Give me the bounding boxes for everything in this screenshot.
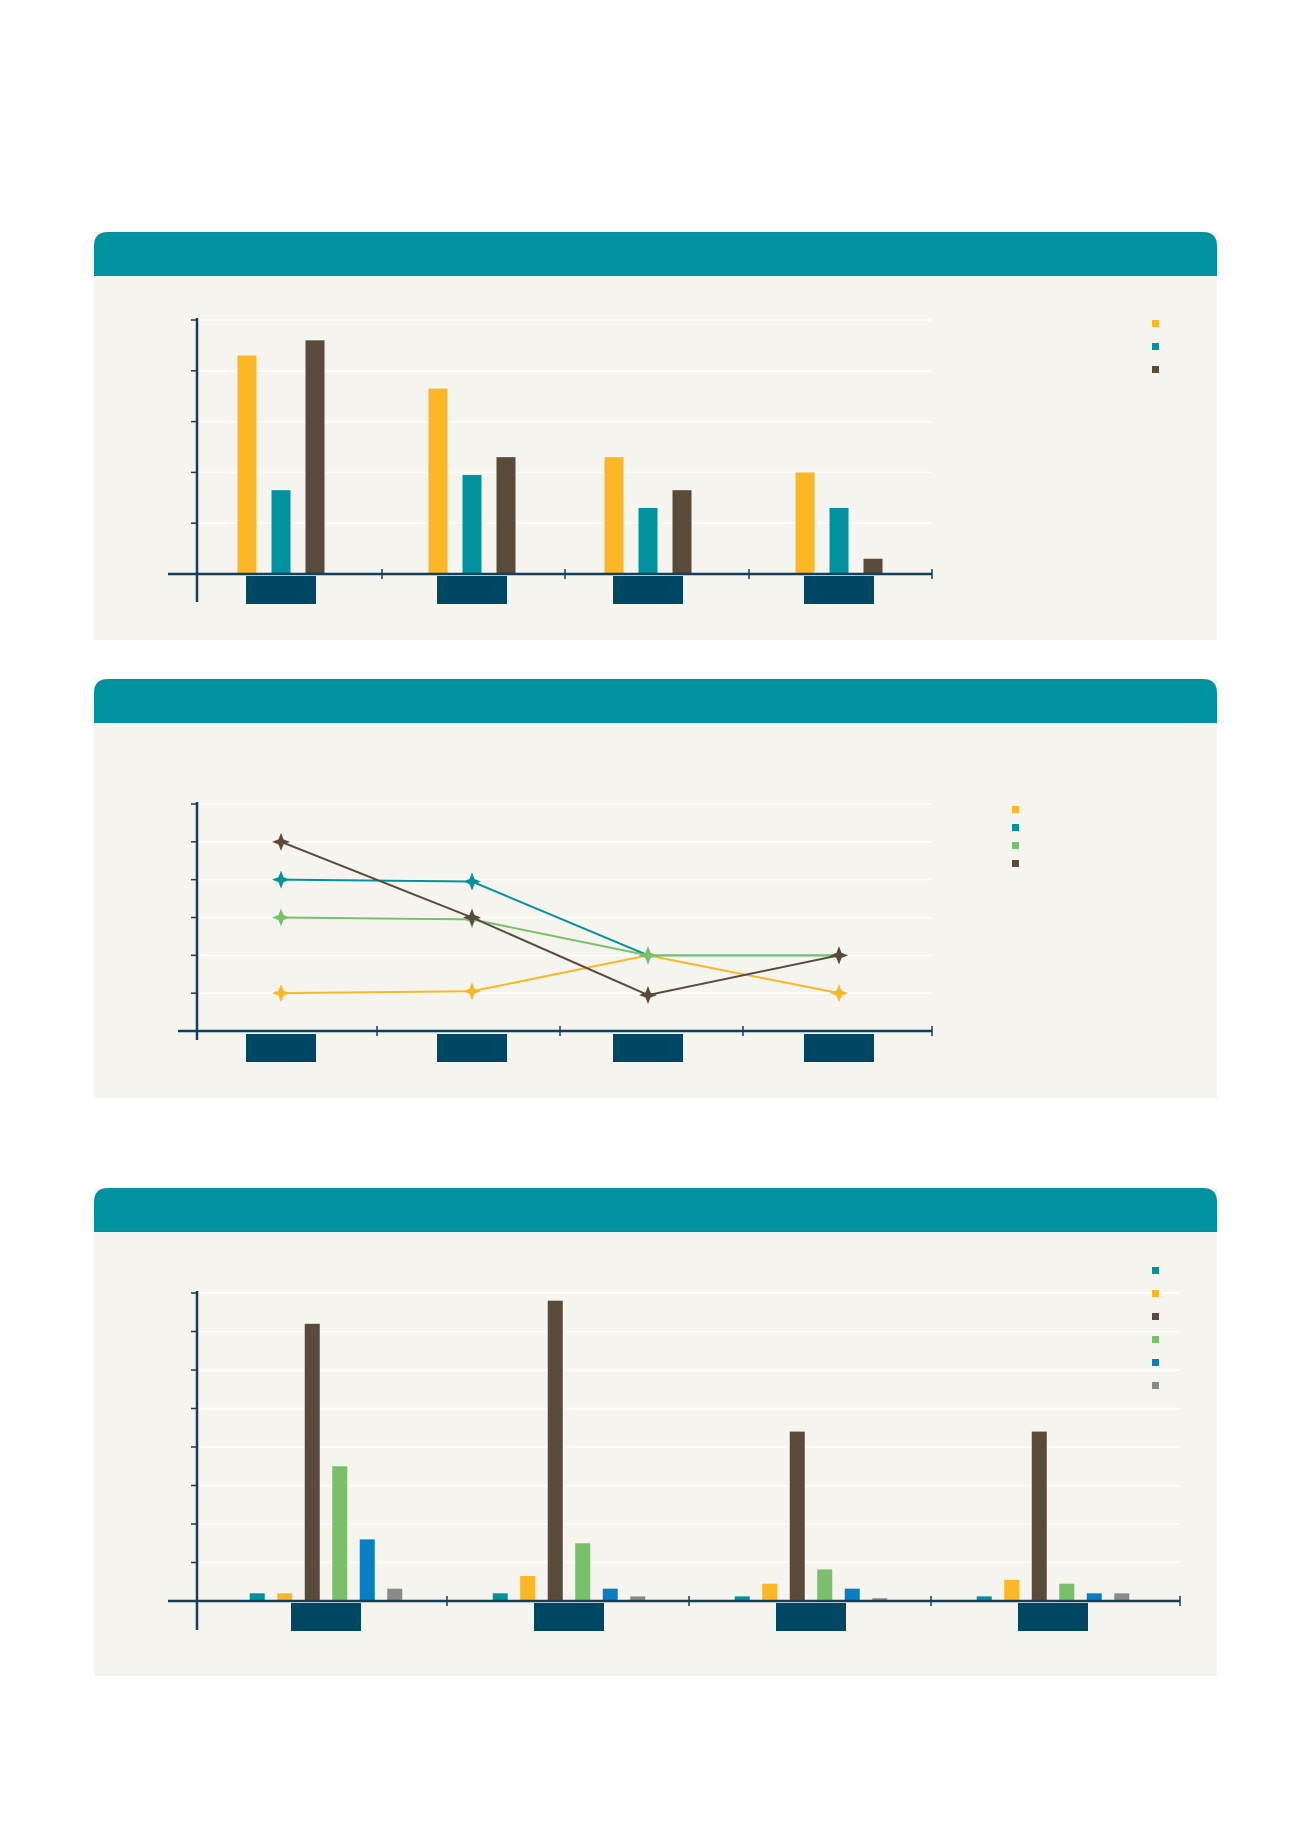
bar-series-1-group-2 bbox=[492, 1593, 508, 1601]
bar-series-3-group-1 bbox=[305, 340, 325, 574]
bar-series-6-group-3 bbox=[872, 1598, 888, 1601]
bar-series-4-group-2 bbox=[575, 1543, 591, 1601]
bar-series-3-group-1 bbox=[304, 1323, 320, 1601]
legend-swatch-3 bbox=[1152, 366, 1159, 373]
chart-1 bbox=[94, 232, 1217, 640]
bar-series-1-group-1 bbox=[237, 355, 257, 574]
bar-series-2-group-2 bbox=[520, 1575, 536, 1601]
bar-series-2-group-2 bbox=[462, 474, 482, 574]
bar-series-2-group-4 bbox=[829, 507, 849, 574]
x-category-label-box bbox=[613, 1034, 683, 1062]
bar-series-3-group-3 bbox=[789, 1431, 805, 1601]
point-series-2-1 bbox=[272, 870, 290, 889]
x-category-label-box bbox=[613, 576, 683, 604]
legend-swatch-4 bbox=[1012, 860, 1019, 867]
bar-series-1-group-2 bbox=[428, 388, 448, 574]
bar-series-4-group-3 bbox=[817, 1569, 833, 1601]
chart-header-bar bbox=[94, 232, 1217, 276]
bar-series-1-group-3 bbox=[734, 1596, 750, 1601]
bar-series-4-group-4 bbox=[1059, 1583, 1075, 1601]
bar-series-3-group-3 bbox=[672, 490, 692, 574]
x-category-label-box bbox=[246, 576, 316, 604]
bar-series-6-group-1 bbox=[387, 1588, 403, 1601]
legend-swatch-4 bbox=[1152, 1336, 1159, 1343]
legend-swatch-5 bbox=[1152, 1359, 1159, 1366]
x-category-label-box bbox=[437, 576, 507, 604]
bar-series-5-group-2 bbox=[602, 1588, 618, 1601]
bar-series-3-group-2 bbox=[496, 457, 516, 574]
point-series-4-3 bbox=[639, 986, 657, 1005]
bar-series-1-group-4 bbox=[795, 472, 815, 574]
x-category-label-box bbox=[534, 1603, 604, 1631]
point-series-3-1 bbox=[272, 908, 290, 927]
bar-series-5-group-3 bbox=[844, 1588, 860, 1601]
point-series-2-2 bbox=[463, 872, 481, 891]
line-series-3 bbox=[280, 916, 839, 957]
legend-swatch-3 bbox=[1012, 842, 1019, 849]
bar-series-3-group-4 bbox=[1031, 1431, 1047, 1601]
x-category-label-box bbox=[246, 1034, 316, 1062]
point-series-1-4 bbox=[830, 984, 848, 1003]
legend-swatch-6 bbox=[1152, 1382, 1159, 1389]
legend-swatch-1 bbox=[1152, 320, 1159, 327]
point-series-4-1 bbox=[272, 832, 290, 851]
x-category-label-box bbox=[804, 576, 874, 604]
point-series-1-2 bbox=[463, 982, 481, 1001]
legend-swatch-2 bbox=[1152, 343, 1159, 350]
chart-panel bbox=[94, 679, 1217, 1098]
bar-series-1-group-3 bbox=[604, 457, 624, 574]
bar-series-4-group-1 bbox=[332, 1466, 348, 1601]
bar-series-2-group-3 bbox=[762, 1583, 778, 1601]
chart-header-bar bbox=[94, 1188, 1217, 1232]
bar-series-5-group-1 bbox=[359, 1539, 375, 1601]
legend-swatch-1 bbox=[1152, 1267, 1159, 1274]
bar-series-3-group-4 bbox=[863, 558, 883, 574]
bar-series-2-group-1 bbox=[277, 1593, 293, 1601]
legend-swatch-2 bbox=[1152, 1290, 1159, 1297]
x-category-label-box bbox=[804, 1034, 874, 1062]
x-category-label-box bbox=[1018, 1603, 1088, 1631]
point-series-4-2 bbox=[463, 908, 481, 927]
chart-panel bbox=[94, 1188, 1217, 1676]
bar-series-2-group-3 bbox=[638, 507, 658, 574]
chart-header-bar bbox=[94, 679, 1217, 723]
bar-series-6-group-2 bbox=[630, 1596, 646, 1601]
bar-series-6-group-4 bbox=[1114, 1593, 1130, 1601]
point-series-1-1 bbox=[272, 984, 290, 1003]
chart-3 bbox=[94, 1188, 1217, 1676]
legend-swatch-2 bbox=[1012, 824, 1019, 831]
chart-2 bbox=[94, 679, 1217, 1098]
legend-swatch-3 bbox=[1152, 1313, 1159, 1320]
bar-series-2-group-4 bbox=[1004, 1579, 1020, 1601]
bar-series-5-group-4 bbox=[1086, 1593, 1102, 1601]
bar-series-3-group-2 bbox=[547, 1300, 563, 1601]
x-category-label-box bbox=[437, 1034, 507, 1062]
x-category-label-box bbox=[776, 1603, 846, 1631]
bar-series-2-group-1 bbox=[271, 490, 291, 574]
bar-series-1-group-1 bbox=[249, 1593, 265, 1601]
bar-series-1-group-4 bbox=[976, 1596, 992, 1601]
x-category-label-box bbox=[291, 1603, 361, 1631]
legend-swatch-1 bbox=[1012, 806, 1019, 813]
point-series-4-4 bbox=[830, 946, 848, 965]
line-series-4 bbox=[280, 840, 840, 997]
point-series-3-3 bbox=[639, 946, 657, 965]
